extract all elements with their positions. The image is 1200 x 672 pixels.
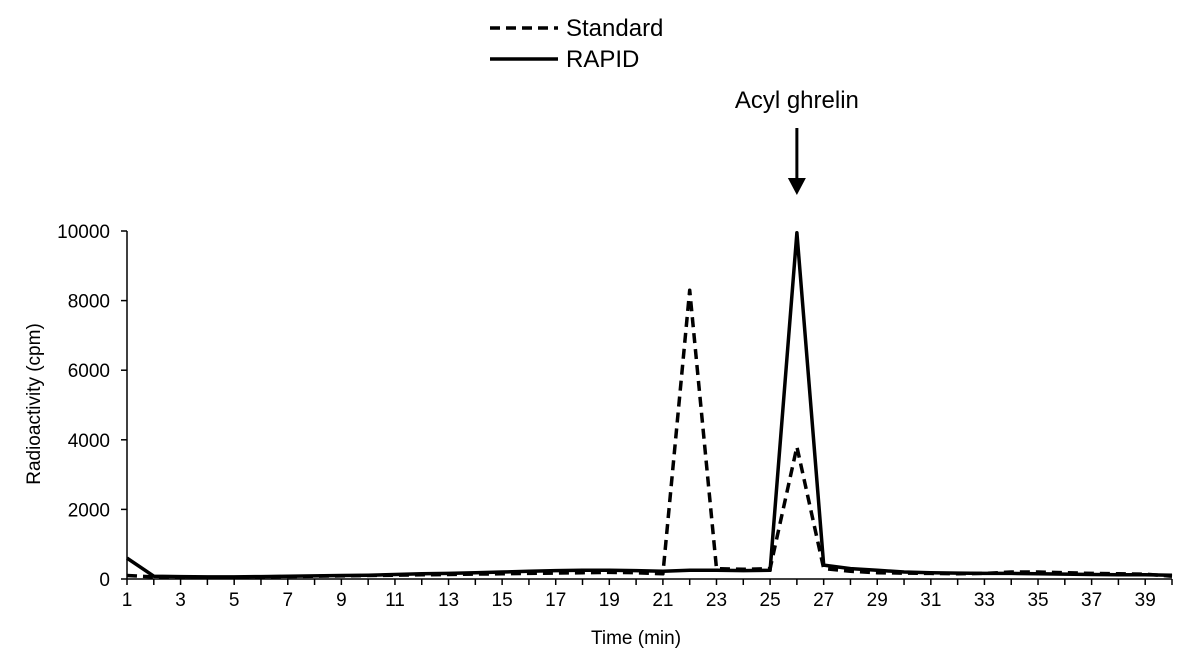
y-tick-label: 0 <box>99 570 110 591</box>
x-tick-label: 9 <box>336 590 347 611</box>
x-tick-label: 31 <box>920 590 941 611</box>
y-tick-label: 10000 <box>57 222 110 243</box>
x-tick-label: 11 <box>385 590 405 611</box>
annotation-acyl-ghrelin: Acyl ghrelin <box>735 87 859 195</box>
x-tick-label: 33 <box>974 590 995 611</box>
x-tick-label: 25 <box>760 590 781 611</box>
x-tick-label: 35 <box>1027 590 1048 611</box>
x-tick-label: 37 <box>1081 590 1102 611</box>
x-tick-label: 3 <box>175 590 186 611</box>
x-axis-title: Time (min) <box>591 628 681 649</box>
y-tick-label: 6000 <box>68 361 110 382</box>
x-tick-label: 15 <box>492 590 513 611</box>
annotation-arrow-head <box>787 178 806 195</box>
series-line-standard <box>126 288 1173 580</box>
x-tick-label: 1 <box>122 590 133 611</box>
y-tick-label: 4000 <box>68 431 110 452</box>
y-axis-title: Radioactivity (cpm) <box>24 323 45 485</box>
legend-label-standard: Standard <box>566 15 663 42</box>
legend: Standard RAPID <box>490 15 663 73</box>
x-tick-label: 23 <box>706 590 727 611</box>
x-tick-label: 39 <box>1135 590 1156 611</box>
x-tick-label: 17 <box>545 590 566 611</box>
x-tick-label: 27 <box>813 590 834 611</box>
x-tick-label: 7 <box>282 590 293 611</box>
x-tick-label: 21 <box>652 590 673 611</box>
series-layer <box>126 230 1173 580</box>
x-tick-label: 13 <box>438 590 459 611</box>
y-tick-label: 2000 <box>68 500 110 521</box>
x-tick-label: 5 <box>229 590 240 611</box>
legend-label-rapid: RAPID <box>566 46 639 73</box>
annotation-label: Acyl ghrelin <box>735 87 859 114</box>
x-tick-label: 29 <box>867 590 888 611</box>
y-tick-label: 8000 <box>68 292 110 313</box>
series-line-rapid <box>126 230 1173 579</box>
x-tick-label: 19 <box>599 590 620 611</box>
